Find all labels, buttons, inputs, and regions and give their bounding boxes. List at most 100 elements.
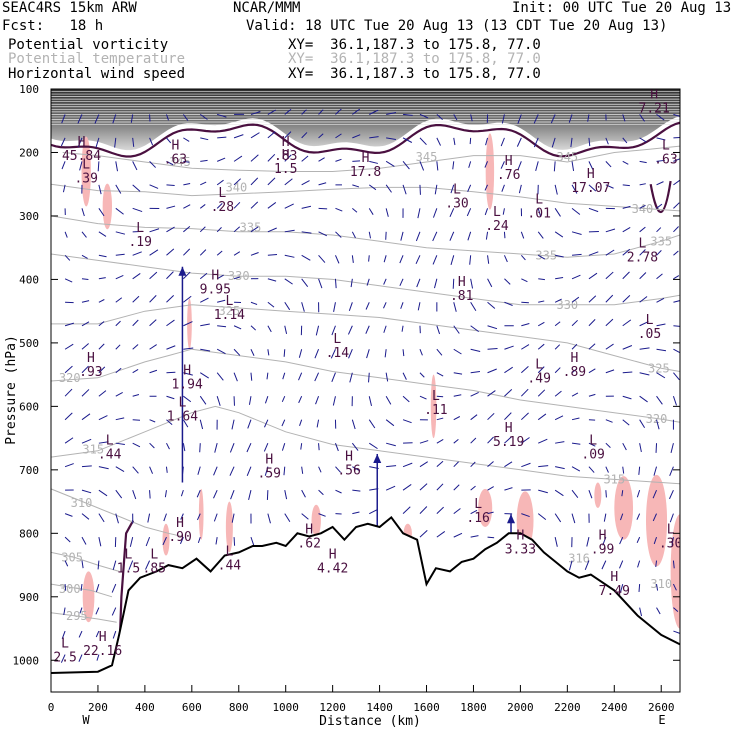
wind-arrow	[554, 390, 562, 397]
wind-arrow	[216, 372, 224, 381]
pv-extremum-value: .56	[337, 463, 360, 478]
wind-arrow	[334, 443, 339, 452]
wind-arrow	[537, 254, 546, 260]
pv-extremum-type: L	[589, 433, 597, 448]
wind-arrow	[419, 161, 425, 171]
pv-extremum-type: L	[106, 433, 114, 448]
wind-arrow	[183, 204, 191, 209]
wind-arrow	[112, 630, 117, 639]
wind-arrow	[639, 372, 650, 376]
wind-arrow	[366, 349, 370, 359]
wind-arrow	[504, 345, 514, 350]
wind-arrow	[656, 137, 666, 141]
wind-arrow	[402, 506, 411, 515]
theta-contour-340	[51, 183, 680, 212]
wind-arrow	[555, 441, 565, 444]
pv-extremum-value: 1.64	[167, 409, 198, 424]
wind-arrow	[115, 367, 122, 374]
wind-arrow	[216, 203, 223, 209]
wind-arrow	[233, 372, 238, 382]
pv-extremum-type: H	[176, 516, 184, 531]
wind-arrow	[267, 202, 277, 209]
wind-arrow	[521, 344, 530, 350]
wind-arrow	[132, 442, 141, 448]
wind-arrow	[145, 536, 151, 547]
y-tick-label: 100	[19, 83, 39, 96]
theta-contour-305	[51, 551, 120, 572]
wind-arrow	[402, 484, 412, 491]
wind-arrow	[61, 630, 66, 639]
theta-contour-label: 330	[228, 269, 250, 283]
wind-arrow	[571, 489, 579, 498]
wind-arrow	[281, 419, 286, 427]
wind-arrow	[77, 137, 83, 148]
wind-arrow	[301, 466, 304, 474]
wind-arrow	[132, 369, 139, 374]
theta-contour-325	[51, 304, 680, 372]
wind-arrow	[639, 321, 649, 327]
pv-extremum-value: 9.95	[200, 282, 231, 297]
wind-arrow	[250, 132, 260, 139]
wind-arrow	[81, 389, 90, 397]
wind-arrow	[383, 325, 387, 333]
wind-arrow	[554, 321, 561, 327]
wind-arrow	[656, 113, 665, 121]
wind-arrow	[673, 250, 679, 256]
wind-arrow	[132, 319, 139, 327]
wind-arrow	[517, 114, 522, 124]
east-label: E	[658, 713, 665, 727]
wind-arrow	[301, 132, 308, 139]
wind-arrow	[535, 161, 539, 171]
wind-arrow	[284, 131, 292, 139]
wind-arrow	[639, 204, 646, 209]
wind-arrow	[250, 301, 258, 305]
wind-arrow	[484, 161, 489, 168]
wind-arrow	[622, 205, 631, 209]
wind-arrow	[588, 393, 596, 397]
wind-arrow	[487, 486, 494, 491]
wind-arrow	[571, 417, 580, 421]
wind-arrow	[673, 372, 680, 381]
wind-arrow	[672, 396, 677, 406]
wind-arrow	[115, 417, 125, 421]
theta-contours: 345 345 3453403403353353353303303253253203…	[51, 145, 680, 623]
wind-arrow	[468, 161, 472, 168]
wind-arrow	[248, 490, 252, 500]
wind-arrow	[470, 437, 477, 444]
wind-arrow	[314, 349, 320, 359]
wind-arrow	[166, 137, 172, 144]
wind-arrow	[385, 184, 392, 193]
wind-arrow	[487, 412, 495, 421]
wind-arrow	[383, 255, 387, 263]
wind-arrow	[622, 227, 631, 233]
wind-arrow	[621, 490, 624, 497]
theta-contour-320	[51, 348, 680, 423]
wind-arrow	[605, 184, 614, 189]
wind-arrow	[115, 253, 125, 256]
wind-arrow	[605, 228, 616, 233]
wind-arrow	[673, 179, 680, 186]
wind-arrow	[330, 349, 336, 359]
theta-contour-label: 300	[59, 582, 81, 596]
pv-extremum-type: L	[82, 157, 90, 172]
wind-arrow	[470, 325, 480, 333]
wind-arrow	[231, 513, 235, 523]
wind-arrow	[318, 157, 325, 162]
wind-arrow	[217, 136, 227, 139]
wind-arrow	[487, 301, 496, 309]
wind-arrow	[537, 343, 545, 350]
wind-arrow	[453, 348, 462, 355]
wind-arrow	[653, 466, 658, 476]
theta-contour-label: 325	[648, 361, 670, 375]
west-label: W	[82, 713, 90, 727]
y-tick-label: 900	[19, 591, 39, 604]
wind-arrow	[656, 607, 661, 615]
wind-arrow	[132, 489, 137, 500]
wind-arrow	[470, 414, 478, 421]
wind-arrow	[200, 348, 211, 352]
wind-arrow	[399, 278, 404, 287]
wind-arrow	[233, 178, 241, 186]
wind-arrow	[450, 255, 455, 265]
wind-arrow	[537, 513, 547, 520]
